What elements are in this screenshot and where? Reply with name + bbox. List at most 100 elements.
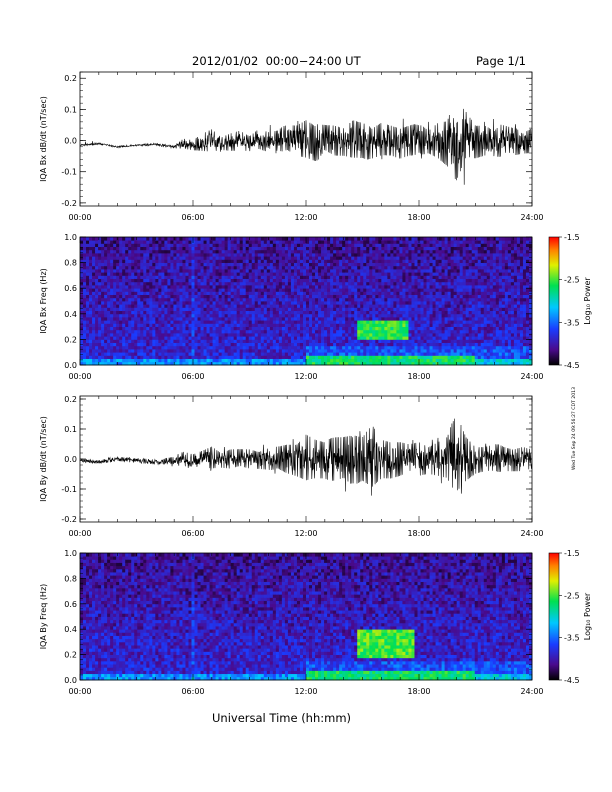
spectrogram-cell <box>402 294 406 299</box>
spectrogram-cell <box>101 237 105 241</box>
spectrogram-cell <box>269 259 274 263</box>
spectrogram-cell <box>212 269 216 273</box>
spectrogram-cell <box>318 301 322 305</box>
spectrogram-cell <box>405 278 409 283</box>
spectrogram-cell <box>98 285 102 289</box>
spectrogram-cell <box>194 288 198 292</box>
spectrogram-cell <box>387 349 391 353</box>
spectrogram-cell <box>384 310 388 315</box>
spectrogram-cell <box>363 339 367 343</box>
spectrogram-cell <box>98 288 102 292</box>
spectrogram-cell <box>369 256 373 260</box>
spectrogram-cell <box>194 326 198 331</box>
spectrogram-cell <box>227 349 232 353</box>
spectrogram-cell <box>363 304 367 308</box>
spectrogram-cell <box>146 304 150 308</box>
spectrogram-cell <box>381 297 385 302</box>
spectrogram-cell <box>86 249 90 254</box>
spectrogram-cell <box>396 313 400 318</box>
spectrogram-cell <box>315 323 319 327</box>
spectrogram-cell <box>95 281 99 286</box>
spectrogram-cell <box>221 281 226 286</box>
spectrogram-cell <box>263 323 268 327</box>
spectrogram-cell <box>393 246 397 251</box>
y-axis-label: IQA Bx dB/dt (nT/sec) <box>39 96 48 182</box>
spectrogram-cell <box>426 281 430 286</box>
spectrogram-cell <box>236 275 241 279</box>
spectrogram-cell <box>435 243 439 247</box>
spectrogram-cell <box>209 285 213 289</box>
spectrogram-cell <box>306 281 310 286</box>
spectrogram-cell <box>330 329 334 334</box>
spectrogram-cell <box>143 336 147 340</box>
spectrogram-cell <box>342 272 346 276</box>
spectrogram-cell <box>375 317 379 321</box>
spectrogram-cell <box>438 345 442 350</box>
spectrogram-cell <box>369 339 373 343</box>
spectrogram-cell <box>429 246 433 251</box>
spectrogram-cell <box>312 288 316 292</box>
spectrogram-cell <box>441 294 446 299</box>
spectrogram-cell <box>203 294 207 299</box>
spectrogram-cell <box>281 269 286 273</box>
spectrogram-cell <box>116 349 120 353</box>
spectrogram-cell <box>266 336 271 340</box>
spectrogram-cell <box>405 355 409 359</box>
spectrogram-cell <box>411 361 415 366</box>
spectrogram-cell <box>366 297 370 302</box>
spectrogram-cell <box>116 249 120 254</box>
spectrogram-cell <box>113 278 117 283</box>
spectrogram-cell <box>128 323 132 327</box>
spectrogram-cell <box>290 272 295 276</box>
spectrogram-cell <box>98 269 102 273</box>
spectrogram-cell <box>302 281 307 286</box>
spectrogram-cell <box>251 304 256 308</box>
spectrogram-cell <box>242 275 247 279</box>
spectrogram-cell <box>98 243 102 247</box>
spectrogram-cell <box>176 288 180 292</box>
spectrogram-cell <box>299 269 304 273</box>
spectrogram-cell <box>86 278 90 283</box>
spectrogram-cell <box>426 333 430 337</box>
spectrogram-cell <box>281 291 286 295</box>
spectrogram-cell <box>302 243 307 247</box>
spectrogram-cell <box>393 278 397 283</box>
spectrogram-cell <box>381 352 385 356</box>
spectrogram-cell <box>167 281 171 286</box>
spectrogram-cell <box>420 262 424 267</box>
spectrogram-cell <box>336 253 340 257</box>
spectrogram-cell <box>330 323 334 327</box>
spectrogram-cell <box>188 278 192 283</box>
spectrogram-cell <box>170 336 174 340</box>
spectrogram-cell <box>417 307 421 311</box>
spectrogram-cell <box>315 243 319 247</box>
spectrogram-cell <box>272 275 277 279</box>
spectrogram-cell <box>357 326 361 331</box>
spectrogram-cell <box>384 249 388 254</box>
spectrogram-cell <box>281 352 286 356</box>
spectrogram-cell <box>275 320 280 324</box>
spectrogram-cell <box>390 237 394 241</box>
spectrogram-cell <box>444 336 449 340</box>
spectrogram-cell <box>266 320 271 324</box>
spectrogram-cell <box>257 269 262 273</box>
spectrogram-cell <box>218 317 223 321</box>
spectrogram-cell <box>128 291 132 295</box>
spectrogram-cell <box>321 310 325 315</box>
spectrogram-cell <box>402 288 406 292</box>
spectrogram-cell <box>399 291 403 295</box>
spectrogram-cell <box>327 291 331 295</box>
spectrogram-cell <box>275 269 280 273</box>
spectrogram-cell <box>155 352 159 356</box>
spectrogram-cell <box>242 323 247 327</box>
spectrogram-cell <box>435 301 439 305</box>
spectrogram-cell <box>363 294 367 299</box>
spectrogram-cell <box>393 256 397 260</box>
spectrogram-cell <box>278 333 283 337</box>
spectrogram-cell <box>321 339 325 343</box>
spectrogram-cell <box>318 269 322 273</box>
spectrogram-cell <box>95 243 99 247</box>
spectrogram-cell <box>381 355 385 359</box>
spectrogram-cell <box>408 272 412 276</box>
spectrogram-cell <box>113 307 117 311</box>
